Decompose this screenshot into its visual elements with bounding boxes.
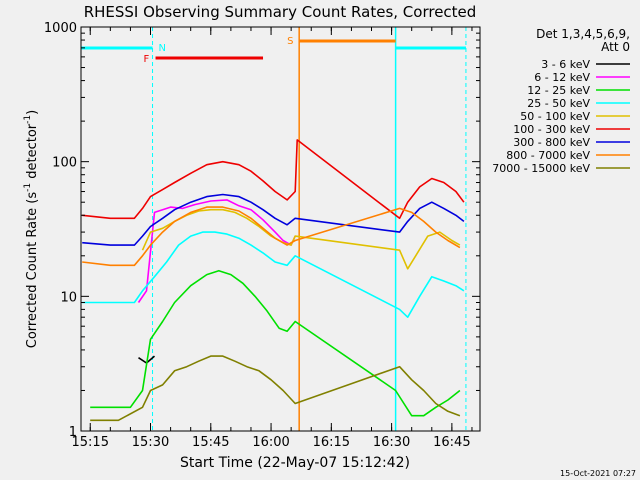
legend-label-6: 100 - 300 keV	[513, 123, 590, 136]
legend-header-line-2: Att 0	[601, 40, 630, 54]
legend-label-8: 800 - 7000 keV	[506, 149, 590, 162]
legend-label-1: 3 - 6 keV	[541, 58, 590, 71]
legend-label-5: 50 - 100 keV	[520, 110, 590, 123]
legend-label-3: 12 - 25 keV	[527, 84, 590, 97]
night-label: N	[159, 43, 166, 54]
series-line-8	[82, 206, 461, 267]
y-axis: 1 10 100 1000	[44, 21, 480, 440]
x-tick-label: 15:30	[132, 435, 169, 450]
y-tick-label: 1000	[44, 21, 77, 36]
chart-title: RHESSI Observing Summary Count Rates, Co…	[84, 3, 477, 21]
footer-date: 15-Oct-2021 07:27	[560, 469, 636, 478]
observing-bands: NF S	[81, 27, 467, 431]
series-line-2	[137, 199, 296, 303]
y-axis-label: Corrected Count Rate (s-1 detector-1)	[23, 110, 40, 348]
x-axis-label: Start Time (22-May-07 15:12:42)	[180, 455, 410, 471]
x-tick-label: 16:00	[252, 435, 289, 450]
y-tick-label: 1	[69, 425, 77, 440]
legend-label-2: 6 - 12 keV	[534, 71, 590, 84]
x-tick-label: 16:45	[433, 435, 470, 450]
x-tick-label: 16:15	[313, 435, 350, 450]
legend-label-7: 300 - 800 keV	[513, 136, 590, 149]
series-line-9	[90, 355, 461, 422]
plot-frame	[80, 26, 481, 432]
legend-label-4: 25 - 50 keV	[527, 97, 590, 110]
series-line-6	[82, 139, 465, 220]
x-tick-label: 15:15	[72, 435, 109, 450]
y-tick-label: 10	[60, 290, 77, 305]
series-line-4	[82, 231, 465, 319]
series-line-7	[82, 193, 465, 246]
x-axis: 15:15 15:30 15:45 16:00 16:15 16:30 16:45	[72, 27, 473, 450]
series-line-3	[90, 269, 461, 417]
legend-label-9: 7000 - 15000 keV	[492, 162, 590, 175]
y-tick-label: 100	[52, 156, 77, 171]
series-group	[82, 139, 465, 422]
legend-header-line-1: Det 1,3,4,5,6,9,	[536, 27, 630, 41]
saa-label: S	[287, 36, 293, 47]
flare-label: F	[144, 54, 150, 65]
x-tick-label: 15:45	[192, 435, 229, 450]
x-tick-label: 16:30	[373, 435, 410, 450]
